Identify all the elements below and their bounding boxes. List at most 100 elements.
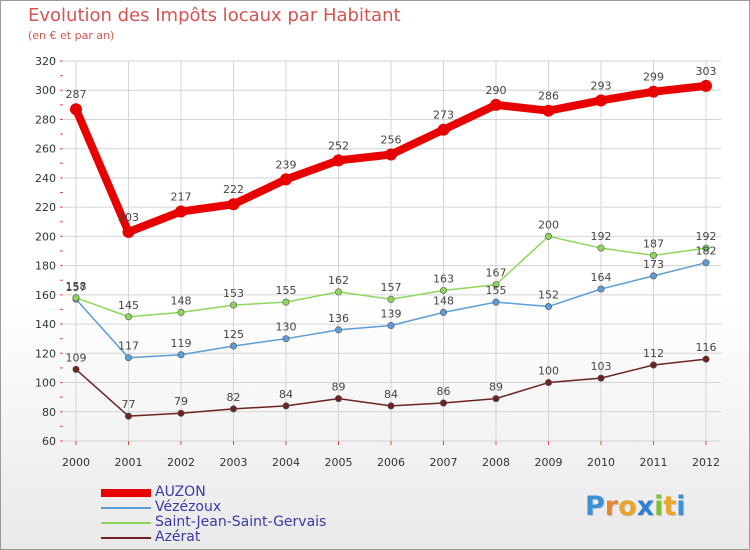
data-point [122,226,135,238]
data-point [544,303,552,311]
logo-letter: x [636,491,655,522]
data-label: 119 [171,337,192,350]
x-tick-label: 2008 [482,456,510,469]
data-point [334,395,342,403]
y-tick-label: 60 [42,435,56,448]
data-label: 303 [696,65,717,78]
data-point [280,173,292,186]
x-tick-label: 2009 [535,456,563,469]
data-label: 116 [696,341,717,354]
y-tick-label: 120 [35,347,56,360]
x-tick-label: 2003 [220,456,248,469]
logo-letter: t [663,491,677,522]
y-tick-label: 100 [35,377,56,390]
data-label: 112 [643,347,664,360]
data-point [385,148,397,161]
x-tick-label: 2011 [640,456,668,469]
x-tick-label: 2002 [167,456,195,469]
data-point [230,405,238,413]
data-point [334,288,342,296]
data-label: 153 [223,287,244,300]
data-point [702,244,710,252]
chart-title: Evolution des Impôts locaux par Habitant [28,5,401,26]
logo-letter: i [676,491,686,522]
data-point [125,313,133,321]
data-label: 84 [279,388,293,401]
y-tick-label: 260 [35,143,56,156]
legend-item: Vézézoux [101,500,401,515]
data-label: 89 [489,381,503,394]
x-tick-label: 2006 [377,456,405,469]
data-label: 164 [591,271,612,284]
x-tick-label: 2000 [62,456,90,469]
y-tick-label: 140 [35,318,56,331]
data-label: 182 [696,245,717,258]
data-label: 86 [437,385,451,398]
data-label: 100 [538,365,559,378]
data-label: 187 [643,237,664,250]
data-label: 125 [223,328,244,341]
data-point [544,232,552,240]
x-tick-label: 2004 [272,456,300,469]
data-label: 139 [381,308,402,321]
data-label: 293 [591,79,612,92]
y-tick-label: 200 [35,230,56,243]
legend-label: Azérat [155,529,201,545]
data-point [334,326,342,334]
x-tick-label: 2010 [587,456,615,469]
data-point [492,281,500,289]
y-tick-label: 240 [35,172,56,185]
legend-swatch [101,522,151,524]
data-point [177,351,185,359]
data-label: 192 [591,230,612,243]
data-point [282,402,290,410]
legend: AUZON Vézézoux Saint-Jean-Saint-Gervais Azé… [101,485,401,545]
y-tick-label: 320 [35,55,56,68]
data-label: 155 [276,284,297,297]
data-point [125,354,133,362]
data-point [72,294,80,302]
data-label: 117 [118,340,139,353]
y-tick-label: 80 [42,406,56,419]
y-tick-label: 280 [35,113,56,126]
data-point [282,298,290,306]
y-tick-label: 300 [35,84,56,97]
data-label: 145 [118,299,139,312]
data-point [544,379,552,387]
y-tick-label: 220 [35,201,56,214]
data-label: 286 [538,90,559,103]
data-point [702,259,710,267]
data-point [387,295,395,303]
chart-subtitle: (en € et par an) [28,29,115,42]
data-label: 77 [122,398,136,411]
data-point [437,123,450,136]
data-point [332,154,345,167]
data-point [125,412,133,420]
data-point [175,205,187,218]
data-label: 252 [328,139,349,152]
x-tick-label: 2001 [115,456,143,469]
data-point [492,395,500,403]
data-label: 148 [433,294,454,307]
x-tick-label: 2007 [430,456,458,469]
data-label: 222 [223,183,244,196]
data-point [595,94,607,107]
data-point [177,308,185,316]
legend-item: AUZON [101,485,401,500]
y-tick-label: 180 [35,260,56,273]
data-point [387,402,395,410]
data-label: 103 [591,360,612,373]
data-point [230,342,238,350]
data-label: 299 [643,71,664,84]
data-label: 167 [486,267,507,280]
proxiti-logo: Proxiti [585,491,686,522]
data-label: 192 [696,230,717,243]
legend-label: Saint-Jean-Saint-Gervais [155,514,327,530]
logo-letter: P [585,491,605,522]
data-point [227,198,240,211]
data-point [439,286,447,294]
legend-item: Azérat [101,530,401,545]
data-point [439,308,447,316]
data-label: 152 [538,289,559,302]
